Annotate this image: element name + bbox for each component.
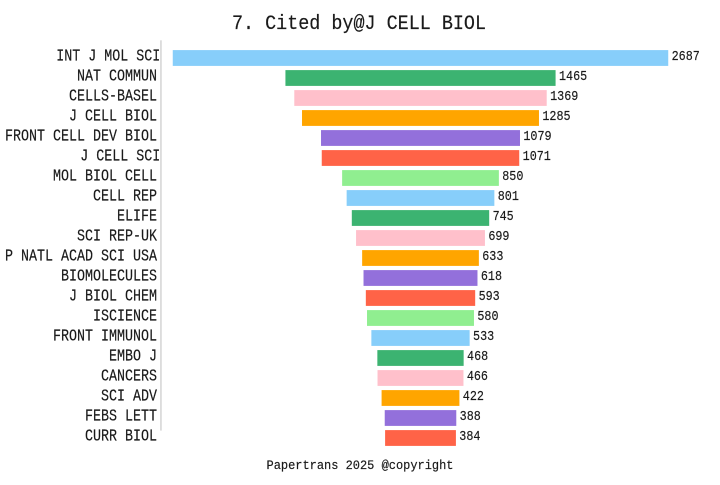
svg-text:633: 633 xyxy=(482,249,503,265)
svg-text:388: 388 xyxy=(460,409,481,425)
svg-text:P NATL ACAD SCI USA: P NATL ACAD SCI USA xyxy=(5,247,157,266)
svg-text:1369: 1369 xyxy=(550,89,578,105)
svg-text:745: 745 xyxy=(493,209,514,225)
svg-text:CELLS-BASEL: CELLS-BASEL xyxy=(69,87,157,106)
svg-text:384: 384 xyxy=(459,429,480,445)
svg-text:1465: 1465 xyxy=(559,69,587,85)
svg-text:INT J MOL SCI: INT J MOL SCI xyxy=(56,47,160,66)
svg-text:2687: 2687 xyxy=(672,49,700,65)
svg-text:FRONT IMMUNOL: FRONT IMMUNOL xyxy=(53,327,157,346)
svg-text:850: 850 xyxy=(502,169,523,185)
svg-text:SCI REP-UK: SCI REP-UK xyxy=(77,227,157,246)
svg-text:ELIFE: ELIFE xyxy=(117,207,157,226)
svg-text:CANCERS: CANCERS xyxy=(101,367,157,386)
svg-text:BIOMOLECULES: BIOMOLECULES xyxy=(61,267,157,286)
svg-text:466: 466 xyxy=(467,369,488,385)
svg-text:699: 699 xyxy=(488,229,509,245)
svg-text:7. Cited by@J CELL BIOL: 7. Cited by@J CELL BIOL xyxy=(232,13,486,36)
svg-text:CURR BIOL: CURR BIOL xyxy=(85,427,157,446)
svg-text:J CELL BIOL: J CELL BIOL xyxy=(69,107,157,126)
svg-text:533: 533 xyxy=(473,329,494,345)
svg-text:422: 422 xyxy=(463,389,484,405)
svg-text:1071: 1071 xyxy=(523,149,551,165)
svg-text:801: 801 xyxy=(498,189,519,205)
svg-text:Papertrans 2025 @copyright: Papertrans 2025 @copyright xyxy=(267,458,454,473)
svg-text:1079: 1079 xyxy=(523,129,551,145)
svg-text:J BIOL CHEM: J BIOL CHEM xyxy=(69,287,157,306)
svg-text:580: 580 xyxy=(477,309,498,325)
svg-text:EMBO J: EMBO J xyxy=(109,347,157,366)
svg-text:FEBS LETT: FEBS LETT xyxy=(85,407,157,426)
svg-text:MOL BIOL CELL: MOL BIOL CELL xyxy=(53,167,157,186)
svg-text:593: 593 xyxy=(479,289,500,305)
svg-text:FRONT CELL DEV BIOL: FRONT CELL DEV BIOL xyxy=(5,127,157,146)
svg-text:CELL REP: CELL REP xyxy=(93,187,157,206)
svg-text:468: 468 xyxy=(467,349,488,365)
svg-text:1285: 1285 xyxy=(542,109,570,125)
svg-text:ISCIENCE: ISCIENCE xyxy=(93,307,157,326)
svg-text:SCI ADV: SCI ADV xyxy=(101,387,157,406)
svg-text:NAT COMMUN: NAT COMMUN xyxy=(77,67,157,86)
svg-text:618: 618 xyxy=(481,269,502,285)
svg-text:J CELL SCI: J CELL SCI xyxy=(80,147,160,166)
